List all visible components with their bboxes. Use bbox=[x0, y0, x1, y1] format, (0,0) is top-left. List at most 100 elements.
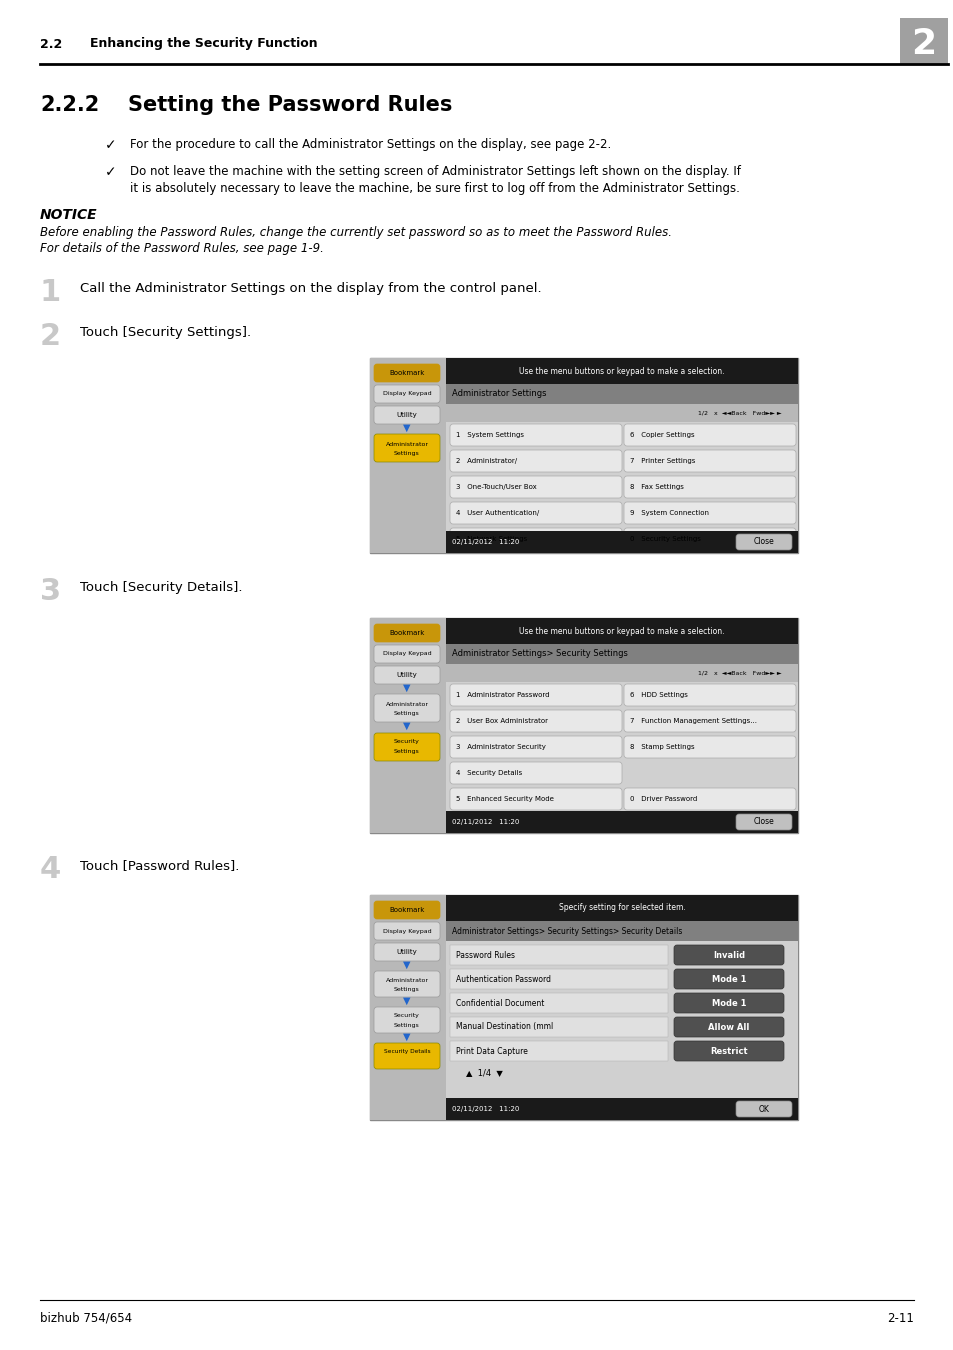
Text: ▼: ▼ bbox=[403, 721, 411, 730]
Bar bbox=[446, 358, 797, 383]
Text: ▼: ▼ bbox=[403, 1031, 411, 1042]
Text: 8   Stamp Settings: 8 Stamp Settings bbox=[629, 744, 694, 751]
Text: Settings: Settings bbox=[394, 1023, 419, 1029]
FancyBboxPatch shape bbox=[374, 364, 439, 382]
Text: 02/11/2012   11:20: 02/11/2012 11:20 bbox=[452, 539, 518, 545]
FancyBboxPatch shape bbox=[735, 1102, 791, 1116]
Text: 2-11: 2-11 bbox=[886, 1311, 913, 1324]
Text: Manual Destination (mml: Manual Destination (mml bbox=[456, 1022, 553, 1031]
FancyBboxPatch shape bbox=[623, 528, 795, 549]
Text: Utility: Utility bbox=[396, 949, 416, 954]
FancyBboxPatch shape bbox=[623, 684, 795, 706]
Bar bbox=[446, 383, 797, 404]
Text: Administrator: Administrator bbox=[385, 441, 428, 447]
Text: 02/11/2012   11:20: 02/11/2012 11:20 bbox=[452, 1106, 518, 1112]
Text: 5   Enhanced Security Mode: 5 Enhanced Security Mode bbox=[456, 796, 554, 802]
FancyBboxPatch shape bbox=[623, 736, 795, 757]
Bar bbox=[450, 1017, 667, 1037]
Bar bbox=[446, 895, 797, 921]
FancyBboxPatch shape bbox=[450, 450, 621, 472]
Bar bbox=[446, 644, 797, 833]
Text: Administrator Settings: Administrator Settings bbox=[452, 390, 546, 398]
Text: Enhancing the Security Function: Enhancing the Security Function bbox=[90, 38, 317, 50]
Text: Confidential Document: Confidential Document bbox=[456, 999, 544, 1007]
Text: Display Keypad: Display Keypad bbox=[382, 929, 431, 933]
Text: Settings: Settings bbox=[394, 987, 419, 992]
Text: 8   Fax Settings: 8 Fax Settings bbox=[629, 485, 683, 490]
Bar bbox=[446, 404, 797, 423]
Bar bbox=[370, 895, 446, 1120]
FancyBboxPatch shape bbox=[623, 710, 795, 732]
Text: Close: Close bbox=[753, 818, 774, 826]
Text: Settings: Settings bbox=[394, 711, 419, 717]
Text: OK: OK bbox=[758, 1104, 769, 1114]
Text: 1   Administrator Password: 1 Administrator Password bbox=[456, 693, 549, 698]
Text: ▼: ▼ bbox=[403, 960, 411, 971]
Text: 1/2   x  ◄◄Back   Fwd►► ►: 1/2 x ◄◄Back Fwd►► ► bbox=[698, 671, 781, 675]
FancyBboxPatch shape bbox=[450, 710, 621, 732]
FancyBboxPatch shape bbox=[450, 424, 621, 446]
Text: ✓: ✓ bbox=[105, 165, 116, 180]
FancyBboxPatch shape bbox=[374, 406, 439, 424]
FancyBboxPatch shape bbox=[374, 922, 439, 940]
Bar bbox=[370, 618, 446, 833]
FancyBboxPatch shape bbox=[673, 1041, 783, 1061]
Text: Before enabling the Password Rules, change the currently set password so as to m: Before enabling the Password Rules, chan… bbox=[40, 225, 671, 239]
Text: Allow All: Allow All bbox=[707, 1022, 749, 1031]
Text: Touch [Password Rules].: Touch [Password Rules]. bbox=[80, 859, 239, 872]
Text: Bookmark: Bookmark bbox=[389, 370, 424, 377]
FancyBboxPatch shape bbox=[673, 969, 783, 990]
FancyBboxPatch shape bbox=[450, 684, 621, 706]
Bar bbox=[370, 358, 446, 554]
Bar bbox=[450, 969, 667, 990]
Text: Invalid: Invalid bbox=[712, 950, 744, 960]
Text: Settings: Settings bbox=[394, 451, 419, 456]
Bar bbox=[899, 18, 947, 63]
Text: 2: 2 bbox=[40, 323, 61, 351]
FancyBboxPatch shape bbox=[623, 788, 795, 810]
Text: 6   Copier Settings: 6 Copier Settings bbox=[629, 432, 694, 437]
FancyBboxPatch shape bbox=[374, 1044, 439, 1069]
FancyBboxPatch shape bbox=[374, 900, 439, 919]
FancyBboxPatch shape bbox=[673, 945, 783, 965]
Text: 2.2: 2.2 bbox=[40, 38, 62, 50]
Text: ▲  1/4  ▼: ▲ 1/4 ▼ bbox=[465, 1068, 502, 1077]
Text: Administrator Settings> Security Settings> Security Details: Administrator Settings> Security Setting… bbox=[452, 926, 681, 936]
Text: Password Rules: Password Rules bbox=[456, 950, 515, 960]
Text: ✓: ✓ bbox=[105, 138, 116, 153]
FancyBboxPatch shape bbox=[450, 736, 621, 757]
Text: Security Details: Security Details bbox=[383, 1049, 430, 1054]
FancyBboxPatch shape bbox=[374, 733, 439, 761]
Text: 3: 3 bbox=[40, 576, 61, 606]
FancyBboxPatch shape bbox=[374, 971, 439, 998]
Text: 02/11/2012   11:20: 02/11/2012 11:20 bbox=[452, 819, 518, 825]
Bar bbox=[446, 531, 797, 554]
Text: 7   Function Management Settings...: 7 Function Management Settings... bbox=[629, 718, 757, 724]
Bar bbox=[370, 358, 797, 554]
FancyBboxPatch shape bbox=[623, 502, 795, 524]
Text: 4   Security Details: 4 Security Details bbox=[456, 769, 521, 776]
Text: ▼: ▼ bbox=[403, 423, 411, 433]
Text: 9   System Connection: 9 System Connection bbox=[629, 510, 708, 516]
FancyBboxPatch shape bbox=[374, 1007, 439, 1033]
Text: Utility: Utility bbox=[396, 672, 416, 678]
Bar bbox=[446, 618, 797, 644]
Text: Use the menu buttons or keypad to make a selection.: Use the menu buttons or keypad to make a… bbox=[518, 366, 724, 375]
Bar bbox=[446, 383, 797, 554]
Text: Do not leave the machine with the setting screen of Administrator Settings left : Do not leave the machine with the settin… bbox=[130, 165, 740, 178]
Text: Administrator Settings> Security Settings: Administrator Settings> Security Setting… bbox=[452, 649, 627, 659]
Text: 0   Driver Password: 0 Driver Password bbox=[629, 796, 697, 802]
Text: 0   Security Settings: 0 Security Settings bbox=[629, 536, 700, 541]
Text: 4: 4 bbox=[40, 855, 61, 884]
Bar bbox=[450, 994, 667, 1012]
Text: Restrict: Restrict bbox=[709, 1046, 747, 1056]
Text: Display Keypad: Display Keypad bbox=[382, 392, 431, 397]
Text: Touch [Security Settings].: Touch [Security Settings]. bbox=[80, 325, 251, 339]
Text: bizhub 754/654: bizhub 754/654 bbox=[40, 1311, 132, 1324]
Text: 4   User Authentication/: 4 User Authentication/ bbox=[456, 510, 538, 516]
Text: Touch [Security Details].: Touch [Security Details]. bbox=[80, 580, 242, 594]
Text: Authentication Password: Authentication Password bbox=[456, 975, 551, 984]
Text: Settings: Settings bbox=[394, 749, 419, 755]
Text: Bookmark: Bookmark bbox=[389, 907, 424, 913]
FancyBboxPatch shape bbox=[374, 645, 439, 663]
